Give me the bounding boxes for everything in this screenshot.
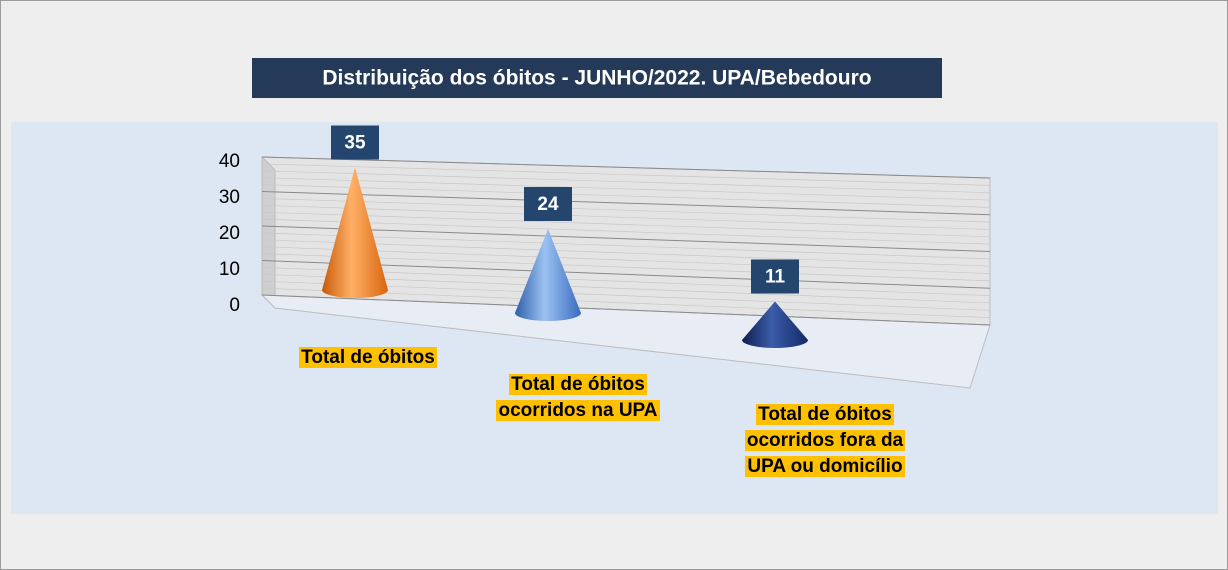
x-tick-label: Total de óbitos [284, 345, 452, 371]
y-tick-label: 40 [219, 151, 240, 172]
chart-title: Distribuição dos óbitos - JUNHO/2022. UP… [322, 67, 871, 90]
cone [742, 301, 808, 348]
minor-grid-line [261, 267, 991, 296]
cone [322, 167, 388, 298]
grid-line [261, 156, 991, 179]
value-label-box [751, 259, 799, 294]
value-label-box [524, 187, 572, 221]
y-tick-label: 20 [219, 223, 240, 244]
minor-grid-line [261, 198, 991, 223]
y-tick-label: 0 [229, 295, 240, 316]
grid-line [261, 225, 991, 252]
y-tick-label: 10 [219, 259, 240, 280]
minor-grid-line [261, 177, 991, 201]
minor-grid-line [261, 239, 991, 267]
minor-grid-line [261, 204, 991, 230]
minor-grid-line [261, 184, 991, 208]
x-tick-label: Total de óbitos ocorridos na UPA [480, 372, 676, 424]
minor-grid-line [261, 218, 991, 245]
x-tick-text: Total de óbitos ocorridos na UPA [496, 374, 660, 421]
grid-line [261, 260, 991, 289]
cone [515, 229, 581, 321]
minor-grid-line [261, 170, 991, 194]
x-tick-label: Total de óbitos ocorridos fora da UPA ou… [725, 402, 925, 480]
minor-grid-line [261, 232, 991, 260]
x-tick-text: Total de óbitos [299, 347, 437, 368]
minor-grid-line [261, 163, 991, 186]
side-wall [261, 155, 276, 310]
grid-line [261, 191, 991, 216]
minor-grid-line [261, 246, 991, 274]
value-label: 35 [344, 133, 366, 154]
title-box [252, 58, 942, 98]
grid-line [261, 294, 991, 326]
minor-grid-line [261, 211, 991, 238]
value-label: 24 [537, 194, 559, 215]
value-label: 11 [765, 267, 786, 288]
minor-grid-line [261, 253, 991, 282]
value-label-box [331, 125, 379, 160]
x-tick-text: Total de óbitos ocorridos fora da UPA ou… [744, 404, 906, 477]
y-tick-label: 30 [219, 187, 240, 208]
